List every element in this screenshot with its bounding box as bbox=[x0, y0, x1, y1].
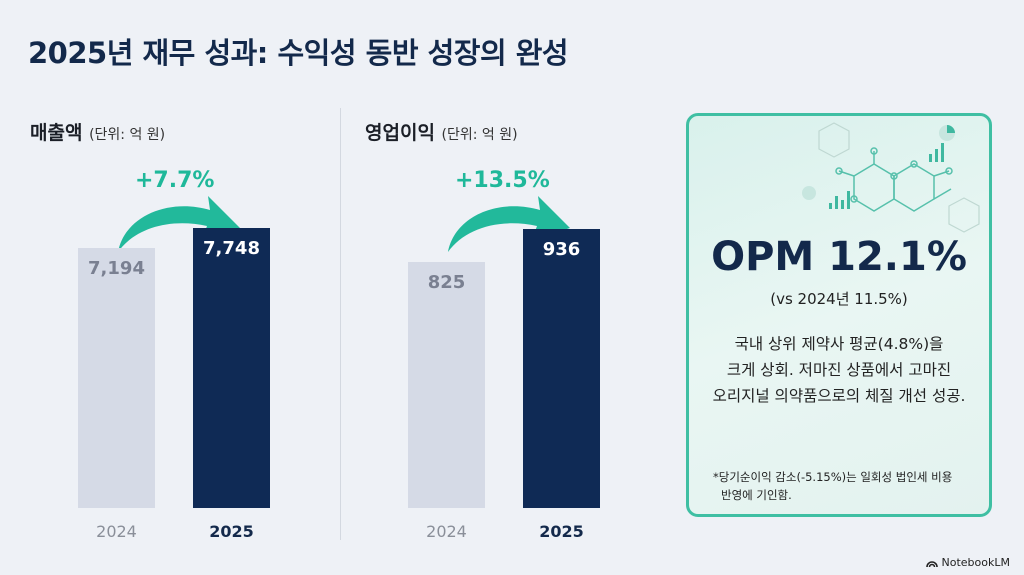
growth-arrow-icon bbox=[448, 196, 570, 252]
description-line: 크게 상회. 저마진 상품에서 고마진 bbox=[726, 361, 952, 379]
watermark-text: NotebookLM bbox=[941, 556, 1010, 569]
opm-headline: OPM 12.1% bbox=[711, 234, 967, 280]
growth-label: +13.5% bbox=[455, 168, 550, 193]
chart-unit: (단위: 억 원) bbox=[89, 127, 166, 143]
bar-value-label: 825 bbox=[427, 271, 466, 293]
opm-panel: OPM 12.1% (vs 2024년 11.5%) 국내 상위 제약사 평균(… bbox=[686, 113, 992, 517]
bar-2025 bbox=[193, 228, 270, 508]
bar-value-label: 7,194 bbox=[88, 258, 145, 280]
bar-2024 bbox=[408, 261, 485, 508]
description-line: 국내 상위 제약사 평균(4.8%)을 bbox=[734, 335, 944, 353]
operating-profit-chart: 영업이익 (단위: 억 원) +13.5% 825 2024 936 2025 bbox=[355, 110, 665, 550]
footnote-line: 반영에 기인함. bbox=[721, 488, 792, 502]
opm-description: 국내 상위 제약사 평균(4.8%)을 크게 상회. 저마진 상품에서 고마진 … bbox=[699, 331, 979, 409]
opm-comparison: (vs 2024년 11.5%) bbox=[770, 290, 908, 308]
x-tick-label: 2025 bbox=[539, 522, 584, 541]
footnote-line: *당기순이익 감소(-5.15%)는 일회성 법인세 비용 bbox=[713, 470, 953, 484]
slide-title: 2025년 재무 성과: 수익성 동반 성장의 완성 bbox=[28, 36, 569, 70]
chart-unit: (단위: 억 원) bbox=[441, 127, 518, 143]
x-tick-label: 2024 bbox=[96, 522, 137, 541]
chart-title: 영업이익 bbox=[365, 122, 435, 144]
divider bbox=[340, 108, 341, 540]
description-line: 오리지널 의약품으로의 체질 개선 성공. bbox=[712, 387, 966, 405]
molecule-illustration-icon bbox=[802, 122, 980, 233]
revenue-chart: 매출액 (단위: 억 원) +7.7% 7,194 2024 7,748 2025 bbox=[25, 110, 335, 550]
bar-value-label: 936 bbox=[542, 238, 581, 260]
notebooklm-watermark: NotebookLM bbox=[925, 556, 1010, 569]
footnote: *당기순이익 감소(-5.15%)는 일회성 법인세 비용 반영에 기인함. bbox=[713, 468, 979, 504]
chart-title: 매출액 bbox=[30, 122, 83, 144]
bar-2024 bbox=[78, 248, 155, 508]
bar-2025 bbox=[523, 228, 600, 508]
x-tick-label: 2025 bbox=[209, 522, 254, 541]
growth-label: +7.7% bbox=[135, 168, 215, 193]
bar-value-label: 7,748 bbox=[203, 238, 260, 260]
growth-arrow-icon bbox=[118, 196, 240, 252]
notebooklm-logo-icon bbox=[925, 561, 938, 567]
x-tick-label: 2024 bbox=[426, 522, 467, 541]
